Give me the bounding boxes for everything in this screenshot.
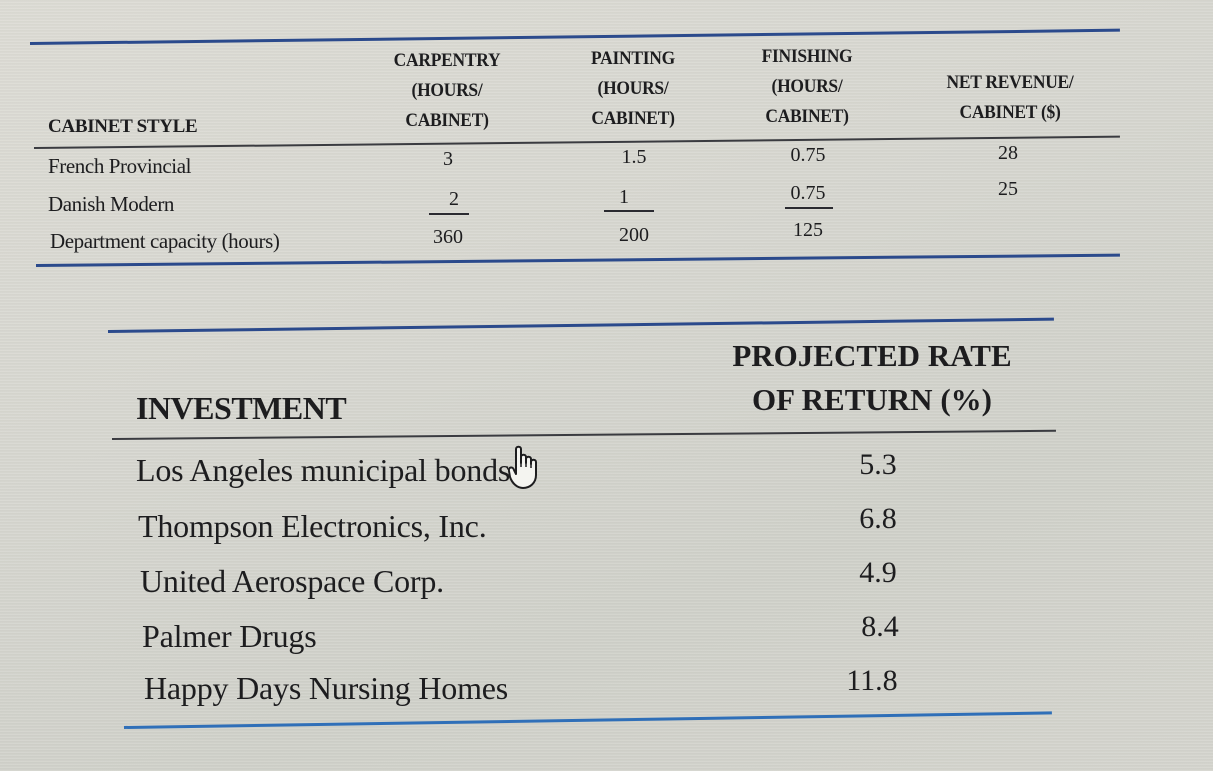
table-row-investment: Palmer Drugs: [142, 618, 317, 654]
investment-table-bottom-rule: [123, 711, 1052, 729]
hand-pointer-icon: [507, 445, 542, 491]
header-finishing: FINISHING (HOURS/ CABINET): [761, 46, 853, 127]
cell-carpentry: 3: [443, 148, 453, 170]
cell-carpentry: 2: [449, 188, 459, 210]
table-row-label: Department capacity (hours): [50, 229, 280, 253]
cell-painting: 200: [619, 224, 649, 246]
table-row-investment: Happy Days Nursing Homes: [144, 670, 509, 706]
table-row-label: Danish Modern: [48, 192, 175, 216]
cell-painting: 1.5: [621, 146, 647, 168]
table-row-label: French Provincial: [48, 154, 192, 178]
cell-rate: 4.9: [859, 556, 897, 589]
cell-finishing: 0.75: [790, 144, 826, 166]
cell-revenue: 28: [998, 142, 1018, 164]
cell-revenue: 25: [998, 178, 1018, 200]
header-cabinet-style: CABINET STYLE: [48, 116, 198, 137]
cell-rate: 5.3: [859, 448, 897, 481]
investment-header-rule: [111, 429, 1056, 440]
sum-underline-painting: [604, 210, 654, 212]
cell-carpentry: 360: [433, 226, 463, 248]
cell-rate: 8.4: [861, 610, 899, 643]
header-investment: INVESTMENT: [136, 390, 347, 426]
header-carpentry: CARPENTRY (HOURS/ CABINET): [393, 50, 501, 131]
cabinet-table-bottom-rule: [35, 253, 1120, 267]
cell-rate: 6.8: [859, 502, 897, 535]
cell-finishing: 0.75: [790, 182, 826, 204]
sum-underline-finishing: [785, 207, 833, 209]
header-net-revenue: NET REVENUE/ CABINET ($): [946, 72, 1074, 123]
table-row-investment: Thompson Electronics, Inc.: [138, 508, 487, 544]
investment-table-top-rule: [107, 317, 1054, 333]
table-row-investment: United Aerospace Corp.: [140, 563, 444, 599]
cell-finishing: 125: [793, 219, 823, 241]
cell-rate: 11.8: [846, 664, 898, 697]
header-painting: PAINTING (HOURS/ CABINET): [591, 48, 675, 129]
sum-underline-carpentry: [429, 213, 469, 215]
header-projected-rate: PROJECTED RATE OF RETURN (%): [732, 338, 1012, 417]
cell-painting: 1: [619, 186, 629, 208]
table-row-investment: Los Angeles municipal bonds: [136, 452, 511, 488]
cabinet-table-top-rule: [29, 28, 1120, 45]
